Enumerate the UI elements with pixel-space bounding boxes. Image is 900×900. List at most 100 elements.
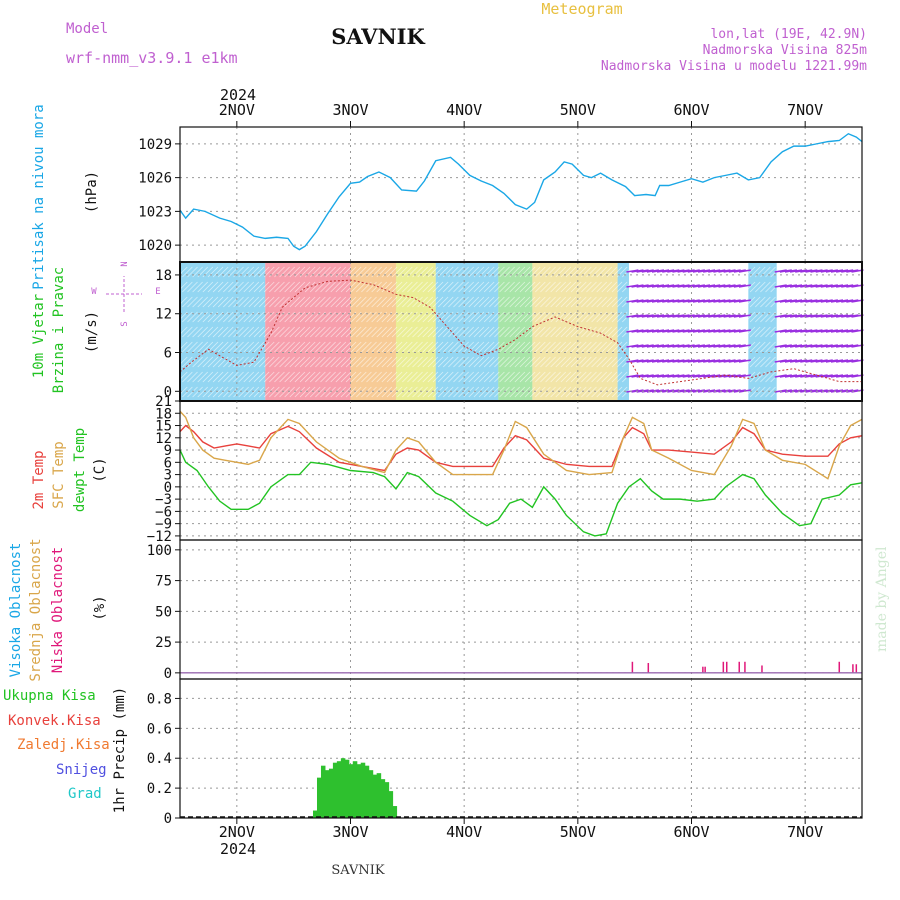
wind-barb: [483, 326, 495, 338]
wind-barb: [545, 296, 556, 308]
wind-barb: [356, 356, 367, 368]
wind-barb: [529, 311, 541, 323]
wind-barb: [749, 356, 761, 368]
wind-barb: [376, 371, 388, 383]
wind-barb: [631, 314, 644, 318]
wind-barb: [570, 386, 582, 398]
wind-barb: [386, 311, 398, 323]
wind-barb: [182, 296, 193, 308]
wind-barb: [636, 374, 649, 378]
wind-barb: [789, 359, 803, 363]
day-label-bottom: 2NOV: [219, 823, 255, 841]
wind-barb: [795, 389, 808, 393]
model-label: Model: [66, 21, 108, 37]
wind-barb: [519, 341, 531, 353]
wind-barb: [733, 269, 746, 273]
wind-barb: [463, 371, 474, 383]
wind-barb: [391, 266, 403, 278]
wind-barb: [535, 311, 546, 323]
wind-barb: [555, 356, 567, 368]
wind-barb: [560, 341, 572, 353]
wind-barb: [330, 266, 342, 278]
wind-barb: [453, 386, 464, 398]
precip-labels: Ukupna Kisa Konvek.Kisa Zaledj.Kisa Snij…: [3, 687, 128, 813]
wind-barb: [509, 386, 521, 398]
wind-barb: [366, 341, 377, 353]
precip-unit: 1hr Precip (mm): [112, 687, 128, 813]
wind-barb: [738, 269, 752, 273]
pressure-unit: (hPa): [84, 171, 100, 213]
wind-barb: [626, 314, 639, 318]
wind-barb: [555, 266, 567, 278]
wind-barb: [361, 356, 372, 368]
compass-n: N: [120, 261, 130, 266]
wind-barb: [570, 326, 582, 338]
wind-barb: [473, 341, 485, 353]
wind-barb: [345, 281, 357, 293]
wind-barb: [728, 284, 741, 288]
wind-barb: [381, 266, 393, 278]
wind-barb: [463, 296, 474, 308]
wind-barb: [427, 326, 439, 338]
year-top: 2024: [220, 86, 256, 104]
wind-barb: [386, 326, 398, 338]
wind-barb: [458, 341, 469, 353]
wind-barb: [723, 389, 736, 393]
wind-barb: [656, 359, 670, 363]
wind-barb: [366, 266, 377, 278]
wind-barb: [258, 386, 270, 398]
wind-barb: [800, 359, 813, 363]
wind-barb: [197, 311, 209, 323]
wind-barb: [212, 296, 224, 308]
wind-barb: [570, 371, 582, 383]
wind-barb: [677, 374, 690, 378]
wind-barb: [478, 356, 490, 368]
wind-barb: [269, 386, 280, 398]
wind-barb: [294, 356, 306, 368]
wind-barb: [207, 371, 219, 383]
compass-e: E: [155, 287, 160, 297]
wind-barb: [284, 371, 295, 383]
wind-barb: [463, 311, 474, 323]
wind-barb: [350, 341, 362, 353]
wind-barb: [258, 311, 270, 323]
wind-barb: [667, 329, 680, 333]
wind-barb: [233, 386, 244, 398]
wind-barb: [483, 386, 495, 398]
wind-barb: [176, 311, 188, 323]
wind-barb: [371, 326, 382, 338]
wind-barb: [765, 311, 776, 323]
wind-barb: [489, 296, 500, 308]
wind-barb: [448, 341, 459, 353]
wind-barb: [692, 389, 706, 393]
wind-barb: [422, 281, 434, 293]
wind-barb: [309, 326, 321, 338]
wind-barb: [560, 356, 572, 368]
wind-barb: [687, 284, 700, 288]
wind-barb: [749, 386, 761, 398]
wind-barb: [473, 356, 485, 368]
wind-barb: [304, 371, 316, 383]
wind-barb: [504, 386, 515, 398]
wind-barb: [656, 389, 670, 393]
wind-barb: [509, 356, 521, 368]
wind-barb: [396, 386, 408, 398]
wind-barb: [662, 389, 675, 393]
wind-barb: [422, 386, 434, 398]
wind-barb: [489, 341, 500, 353]
wind-barb: [697, 299, 711, 303]
wind-barb: [728, 344, 741, 348]
wind-barb: [176, 326, 188, 338]
wind-barb: [396, 266, 408, 278]
wind-barb: [207, 326, 219, 338]
wind-barb: [692, 314, 706, 318]
wind-barb: [560, 266, 572, 278]
wind-barb: [774, 374, 787, 378]
wind-barb: [279, 311, 290, 323]
precip-total-bar: [313, 810, 318, 818]
wind-barb: [692, 344, 706, 348]
wind-barb: [345, 326, 357, 338]
wind-barb: [830, 389, 844, 393]
wind-barb: [545, 371, 556, 383]
wind-barb: [299, 356, 311, 368]
